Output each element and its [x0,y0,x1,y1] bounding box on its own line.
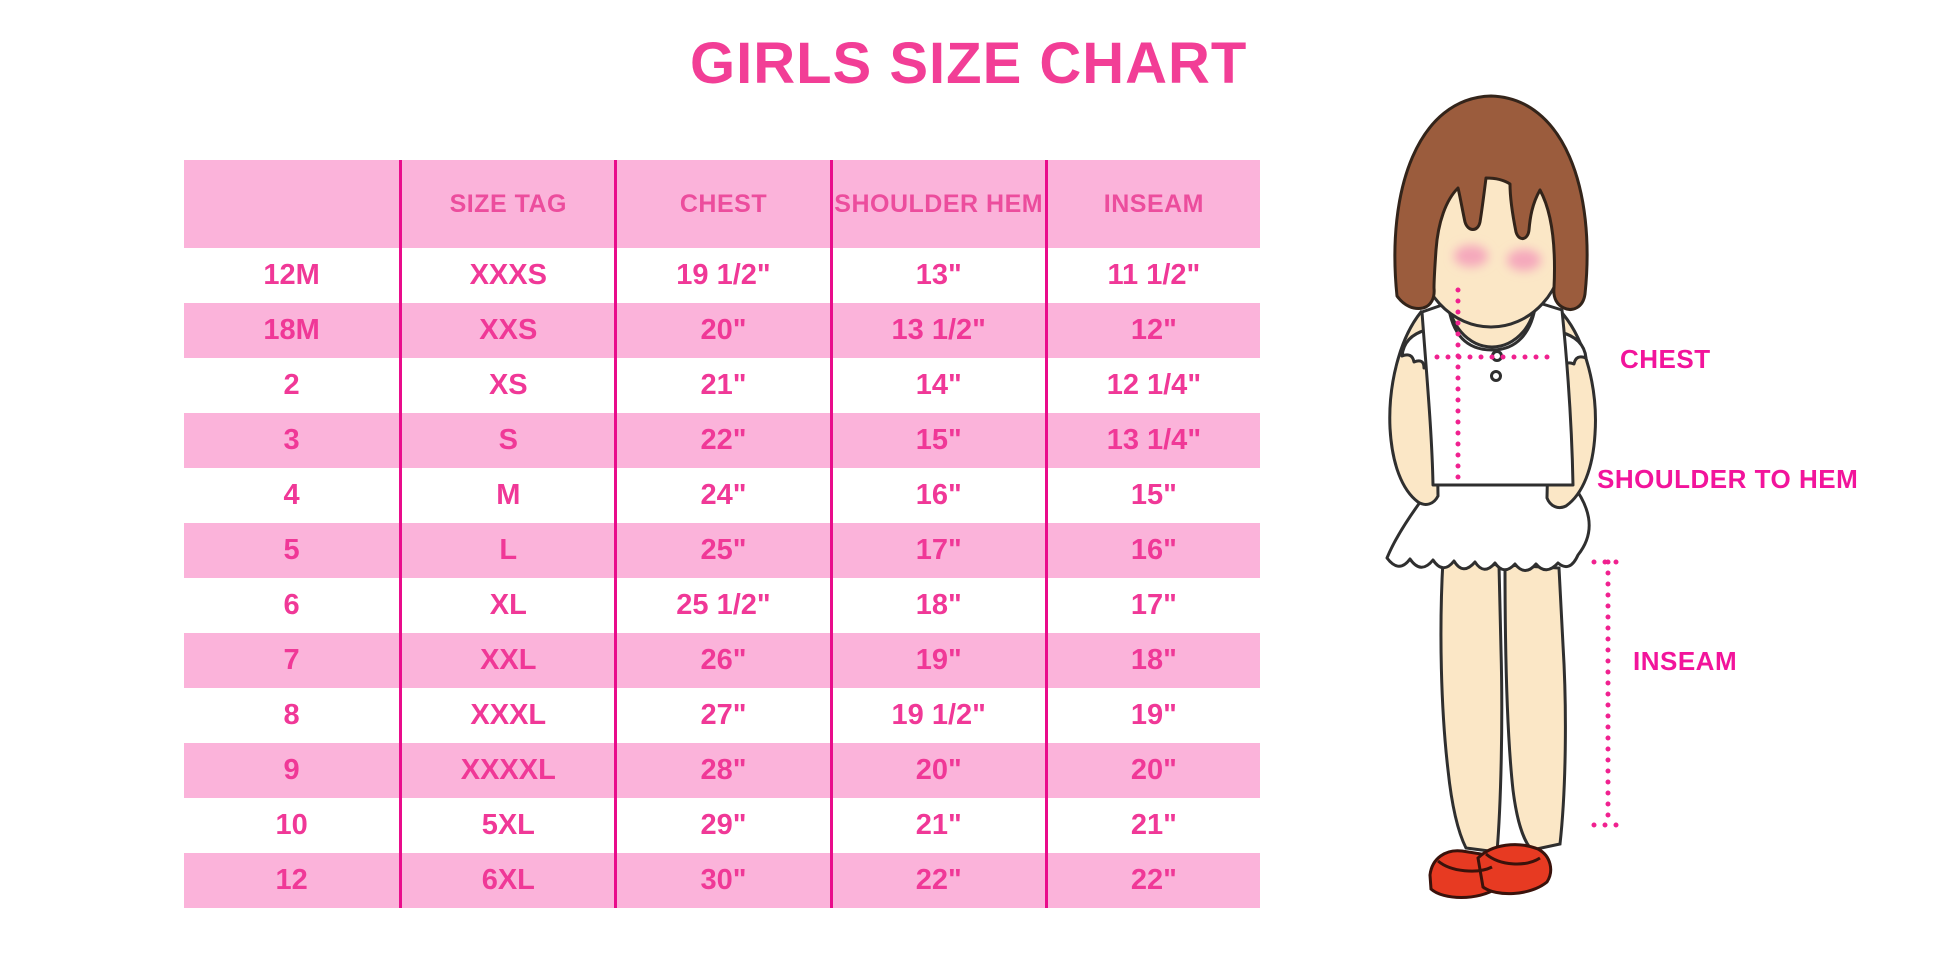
table-cell: 10 [275,809,308,841]
table-cell: 14" [829,358,1045,413]
table-cell: 11 1/2" [1044,248,1260,303]
table-cell: 18" [829,578,1045,633]
girl-illustration [1385,94,1625,899]
table-cell: 16" [1044,523,1260,578]
table-cell: XXXS [399,248,614,303]
table-cell: 12 [184,853,400,908]
girl-shoe [1428,843,1553,899]
table-cell: 18M [184,303,400,358]
table-cell: 12" [1044,303,1260,358]
girl-blouse [1400,300,1588,487]
inseam-measure-line [1591,559,1625,828]
table-cell: 7 [184,633,400,688]
table-cell: 30" [614,853,830,908]
table-cell: XXXL [399,688,614,743]
column-header: SIZE TAG [399,160,615,248]
girl-hair [1393,94,1589,311]
table-cell: XXL [399,633,615,688]
table-cell: 24" [614,468,829,523]
column-header: CHEST [614,160,830,248]
table-cell: 18" [1044,633,1260,688]
table-cell: 19 1/2" [829,688,1045,743]
chest-label: CHEST [1620,344,1711,374]
table-cell: 15" [1044,468,1260,523]
table-cell: 12M [263,259,320,291]
table-cell: 16" [829,468,1045,523]
table-cell: XXXXL [399,743,615,798]
table-cell: 22" [829,853,1045,908]
table-cell: XL [399,578,614,633]
table-cell: XXS [399,303,615,358]
table-cell: 21" [1044,798,1260,853]
table-cell: 12 1/4" [1044,358,1260,413]
table-cell: 15" [829,413,1045,468]
table-cell: 25 1/2" [614,578,829,633]
table-cell: 9 [184,743,400,798]
table-cell: S [399,413,615,468]
table-cell: 3 [184,413,400,468]
size-chart-table: SIZE TAG CHEST SHOULDER HEM INSEAM 12M XXXS 19… [184,160,1260,908]
table-cell: 21" [614,358,829,413]
table-cell: 6XL [399,853,615,908]
table-cell: 8 [283,699,300,731]
table-cell: 13 1/4" [1044,413,1260,468]
table-cell: 5XL [399,798,614,853]
table-cell: XS [399,358,614,413]
inseam-label: INSEAM [1633,646,1738,676]
table-cell: 19" [829,633,1045,688]
column-header [184,160,400,248]
table-cell: 2 [283,369,300,401]
table-cell: 5 [184,523,400,578]
table-cell: 19" [1044,688,1260,743]
table-cell: 21" [829,798,1045,853]
table-cell: 13 1/2" [829,303,1045,358]
girl-skirt [1385,483,1591,572]
table-cell: 22" [1044,853,1260,908]
page-title: GIRLS SIZE CHART [690,31,1248,96]
table-cell: 4 [283,479,300,511]
table-cell: 29" [614,798,829,853]
table-cell: 17" [829,523,1045,578]
table-cell: 28" [614,743,830,798]
table-cell: 26" [614,633,830,688]
column-header: SHOULDER HEM [829,160,1045,248]
table-cell: 17" [1044,578,1260,633]
column-header: INSEAM [1044,160,1260,248]
table-cell: L [399,523,615,578]
girl-blush [1454,245,1541,271]
shoulder-to-hem-label: SHOULDER TO HEM [1597,464,1859,494]
table-cell: 13" [829,248,1045,303]
table-cell: 20" [1044,743,1260,798]
table-cell: 20" [829,743,1045,798]
table-cell: 27" [614,688,829,743]
girl-leg [1439,558,1567,854]
table-cell: 6 [283,589,300,621]
table-cell: 22" [614,413,830,468]
table-cell: 20" [614,303,830,358]
table-cell: 25" [614,523,830,578]
table-cell: M [399,468,614,523]
table-cell: 19 1/2" [614,248,829,303]
